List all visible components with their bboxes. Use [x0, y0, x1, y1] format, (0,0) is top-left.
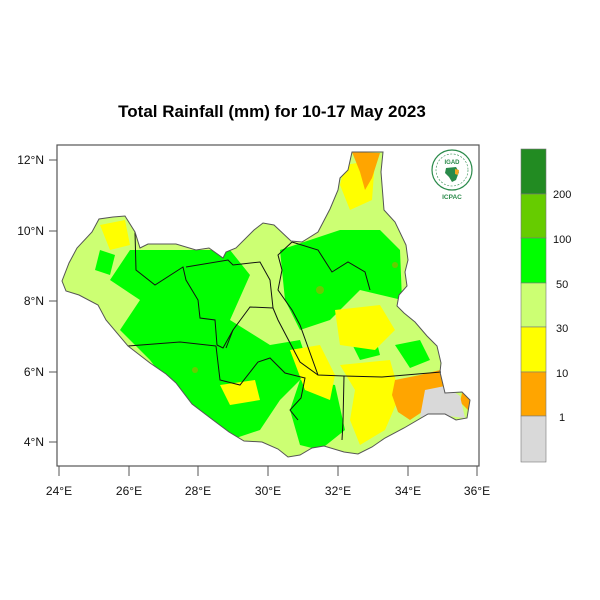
y-tick-8N: 8°N [24, 294, 44, 308]
chart-title: Total Rainfall (mm) for 10-17 May 2023 [118, 102, 426, 121]
y-tick-10N: 10°N [17, 224, 44, 238]
colorbar-bin-lt1 [520, 415, 547, 463]
colorbar-label-10: 10 [556, 368, 568, 380]
x-axis-labels: 24°E 26°E 28°E 30°E 32°E 34°E 36°E [46, 484, 490, 498]
x-tick-34E: 34°E [395, 484, 421, 498]
colorbar-bin-gt200 [520, 148, 547, 195]
x-tick-26E: 26°E [116, 484, 142, 498]
colorbar-label-200: 200 [553, 189, 571, 201]
colorbar-label-1: 1 [559, 412, 565, 424]
y-tick-12N: 12°N [17, 153, 44, 167]
logo-top-text: IGAD [445, 160, 461, 166]
country-outline [61, 151, 471, 458]
y-axis-labels: 12°N 10°N 8°N 6°N 4°N [17, 153, 44, 449]
logo-bottom-text: ICPAC [442, 194, 462, 201]
y-tick-4N: 4°N [24, 435, 44, 449]
x-tick-24E: 24°E [46, 484, 72, 498]
x-tick-28E: 28°E [185, 484, 211, 498]
x-tick-32E: 32°E [325, 484, 351, 498]
x-tick-30E: 30°E [255, 484, 281, 498]
colorbar-bin-30-50 [520, 282, 547, 328]
colorbar [520, 148, 547, 463]
x-tick-36E: 36°E [464, 484, 490, 498]
state-boundaries [127, 231, 442, 441]
colorbar-labels: 200 100 50 30 10 1 [553, 189, 571, 424]
colorbar-bin-100-200 [520, 193, 547, 239]
colorbar-bin-10-30 [520, 326, 547, 373]
colorbar-label-100: 100 [553, 234, 571, 246]
y-tick-6N: 6°N [24, 365, 44, 379]
igad-icpac-logo: IGAD ICPAC [431, 149, 473, 201]
colorbar-label-30: 30 [556, 323, 568, 335]
x-axis-ticks [58, 466, 478, 476]
colorbar-label-50: 50 [556, 279, 568, 291]
y-axis-ticks [49, 159, 57, 443]
colorbar-bin-1-10 [520, 371, 547, 417]
colorbar-bin-50-100 [520, 237, 547, 284]
